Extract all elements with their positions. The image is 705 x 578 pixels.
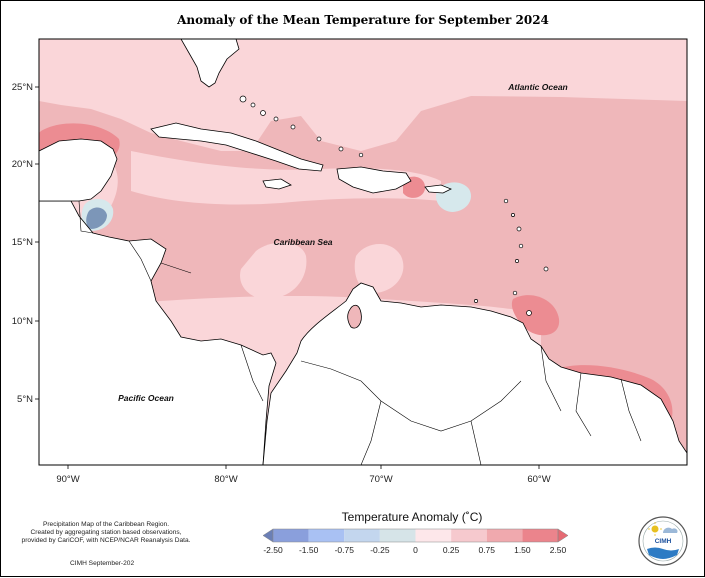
colorbar-tick-label: 1.50	[514, 545, 531, 555]
colorbar: -2.50 -1.50 -0.75 -0.25 0 0.25 0.75 1.50 2.50	[262, 528, 569, 555]
land-yucatan	[39, 138, 118, 202]
axis-ticks	[35, 86, 540, 469]
colorbar-tick-label: 0.75	[478, 545, 495, 555]
colorbar-segment	[451, 529, 487, 542]
colorbar-tick-label: 0	[413, 545, 418, 555]
colorbar-segment	[522, 529, 558, 542]
credit-line-3: provided by CariCOF, with NCEP/NCAR Rean…	[22, 537, 191, 544]
lat-tick-label: 25°N	[12, 82, 33, 93]
land-jamaica	[262, 178, 292, 190]
land-lake-maracaibo	[347, 304, 362, 329]
colorbar-tick-label: -1.50	[299, 545, 319, 555]
map-panel	[39, 39, 687, 465]
colorbar-max-arrow	[557, 528, 569, 543]
lon-tick-label: 80°W	[214, 474, 237, 485]
lat-tick-label: 5°N	[17, 394, 33, 405]
lon-tick-label: 70°W	[369, 474, 392, 485]
land-cuba	[150, 122, 324, 172]
credit-footer: CIMH September-202	[70, 560, 134, 567]
lat-tick-label: 15°N	[12, 237, 33, 248]
colorbar-min-arrow	[262, 528, 274, 543]
land-central-america	[39, 200, 277, 465]
colorbar-segment	[486, 529, 523, 542]
lon-tick-label: 60°W	[527, 474, 550, 485]
map-border	[38, 38, 688, 466]
atlantic-ocean-label: Atlantic Ocean	[507, 82, 568, 92]
colorbar-segment	[415, 529, 452, 542]
anomaly-light-central	[240, 242, 307, 300]
colorbar-tick-label: 0.25	[443, 545, 460, 555]
anomaly-cool-belize	[86, 207, 107, 229]
land-hispaniola	[336, 166, 412, 194]
map-title: Anomaly of the Mean Temperature for Sept…	[176, 13, 549, 27]
colorbar-tick-label: -0.25	[370, 545, 390, 555]
logo-text: CIMH	[655, 538, 672, 545]
colorbar-segment	[344, 529, 380, 542]
colorbar-tick-label: -2.50	[263, 545, 283, 555]
colorbar-title: Temperature Anomaly (˚C)	[342, 510, 483, 524]
cloud-icon	[663, 527, 678, 533]
lat-tick-label: 10°N	[12, 316, 33, 327]
credit-line-1: Precipitation Map of the Caribbean Regio…	[43, 521, 169, 528]
sun-icon	[648, 522, 662, 536]
lat-tick-label: 20°N	[12, 159, 33, 170]
colorbar-tick-label: -0.75	[335, 545, 355, 555]
anomaly-light-east-carib	[354, 243, 404, 294]
land-florida	[180, 39, 240, 88]
colorbar-segment	[308, 529, 345, 542]
pacific-ocean-label: Pacific Ocean	[118, 393, 174, 403]
waves-icon	[647, 547, 679, 559]
land-puerto-rico	[424, 184, 452, 194]
anomaly-light-gulf	[131, 151, 441, 205]
credit-line-2: Created by aggregating station based obs…	[30, 529, 181, 536]
small-islands	[239, 95, 549, 316]
lon-tick-label: 90°W	[56, 474, 79, 485]
colorbar-segment	[379, 529, 416, 542]
colorbar-segment	[273, 529, 309, 542]
country-borders	[78, 200, 642, 465]
caribbean-sea-label: Caribbean Sea	[273, 237, 332, 247]
colorbar-tick-label: 2.50	[550, 545, 567, 555]
cimh-logo: CIMH	[638, 516, 688, 566]
